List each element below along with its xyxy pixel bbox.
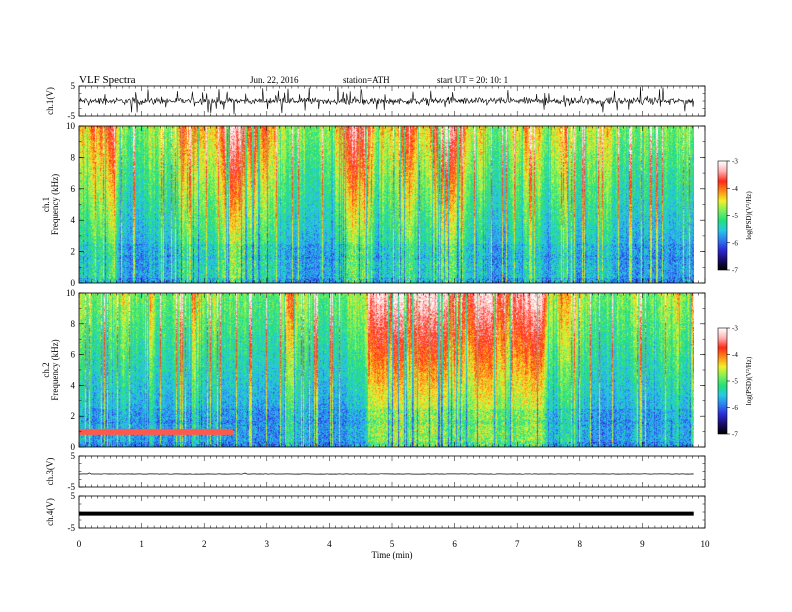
x-tick-label: 8 <box>578 539 583 549</box>
ch1-colorbar: -3 -4 -5 -6 -7 log(PSD)(V²/Hz) <box>717 158 753 275</box>
figure-title: VLF Spectra <box>79 74 136 86</box>
ch1-spectrogram-panel: 0 2 4 6 8 10 ch.1 Frequency (kHz) <box>41 121 706 288</box>
y-tick-label: 10 <box>66 121 76 131</box>
colorbar-tick-label: -7 <box>732 267 738 275</box>
y-tick-label: 5 <box>71 451 76 461</box>
figure-start-ut: start UT = 20: 10: 1 <box>437 75 508 85</box>
ch2-spectrogram-panel: 0 2 4 6 8 10 ch.2 Frequency (kHz) <box>41 288 706 452</box>
colorbar-tick-label: -4 <box>732 185 738 193</box>
colorbar-tick-label: -7 <box>732 431 738 439</box>
x-tick-label: 3 <box>265 539 270 549</box>
y-axis-label: ch.1(V) <box>45 87 55 115</box>
y-axis-label: ch.2 <box>41 362 51 377</box>
y-tick-label: 5 <box>71 491 76 501</box>
y-tick-label: 5 <box>71 81 76 91</box>
x-tick-label: 0 <box>77 539 82 549</box>
y-tick-label: 2 <box>71 411 76 421</box>
x-tick-label: 9 <box>640 539 645 549</box>
colorbar-tick-label: -3 <box>732 158 738 166</box>
ch3-waveform-trace <box>78 472 694 475</box>
y-tick-label: 0 <box>71 278 76 288</box>
colorbar-gradient <box>718 161 727 270</box>
y-axis-label: Frequency (kHz) <box>50 174 60 235</box>
ch1-spectrogram-image <box>79 126 694 283</box>
y-axis-label: ch.1 <box>41 197 51 212</box>
y-tick-label: -5 <box>68 523 76 533</box>
y-tick-label: 6 <box>71 184 76 194</box>
x-tick-label: 7 <box>515 539 520 549</box>
x-tick-label: 5 <box>390 539 395 549</box>
colorbar-tick-label: -5 <box>732 212 738 220</box>
y-tick-label: 4 <box>71 380 76 390</box>
colorbar-tick-label: -3 <box>732 325 738 333</box>
colorbar-tick-label: -6 <box>732 404 738 412</box>
y-tick-label: 0 <box>71 442 76 452</box>
x-tick-label: 10 <box>701 539 711 549</box>
y-tick-label: 8 <box>71 152 76 162</box>
time-axis: 0 1 2 3 4 5 6 7 8 9 10 Time (min) <box>77 539 710 560</box>
y-tick-label: 4 <box>71 215 76 225</box>
y-axis-label: Frequency (kHz) <box>50 339 60 400</box>
y-tick-label: -5 <box>68 482 76 492</box>
figure-station: station=ATH <box>343 75 390 85</box>
x-tick-label: 1 <box>139 539 144 549</box>
colorbar-label: log(PSD)(V²/Hz) <box>745 356 753 405</box>
figure-date: Jun. 22, 2016 <box>250 75 299 85</box>
x-axis-label: Time (min) <box>372 550 413 560</box>
y-tick-label: 10 <box>66 288 76 298</box>
colorbar-label: log(PSD)(V²/Hz) <box>745 191 753 240</box>
colorbar-tick-label: -5 <box>732 378 738 386</box>
ch2-colorbar: -3 -4 -5 -6 -7 log(PSD)(V²/Hz) <box>717 325 753 439</box>
ch3-waveform-panel: 5 -5 ch.3(V) <box>45 451 706 492</box>
x-tick-label: 6 <box>452 539 457 549</box>
y-tick-label: 2 <box>71 247 76 257</box>
y-axis-label: ch.3(V) <box>45 458 55 486</box>
y-tick-label: -5 <box>68 111 76 121</box>
y-axis-label: ch.4(V) <box>45 498 55 526</box>
colorbar-tick-label: -6 <box>732 239 738 247</box>
x-tick-label: 2 <box>202 539 207 549</box>
y-tick-label: 6 <box>71 350 76 360</box>
ch2-spectrogram-image <box>79 293 694 447</box>
ch4-waveform-panel: 5 -5 ch.4(V) <box>45 491 706 533</box>
ch1-waveform-trace <box>78 86 694 115</box>
ch1-waveform-panel: 5 -5 ch.1(V) <box>45 81 706 121</box>
colorbar-tick-label: -4 <box>732 351 738 359</box>
colorbar-gradient <box>718 328 727 434</box>
y-tick-label: 8 <box>71 319 76 329</box>
x-tick-label: 4 <box>327 539 332 549</box>
